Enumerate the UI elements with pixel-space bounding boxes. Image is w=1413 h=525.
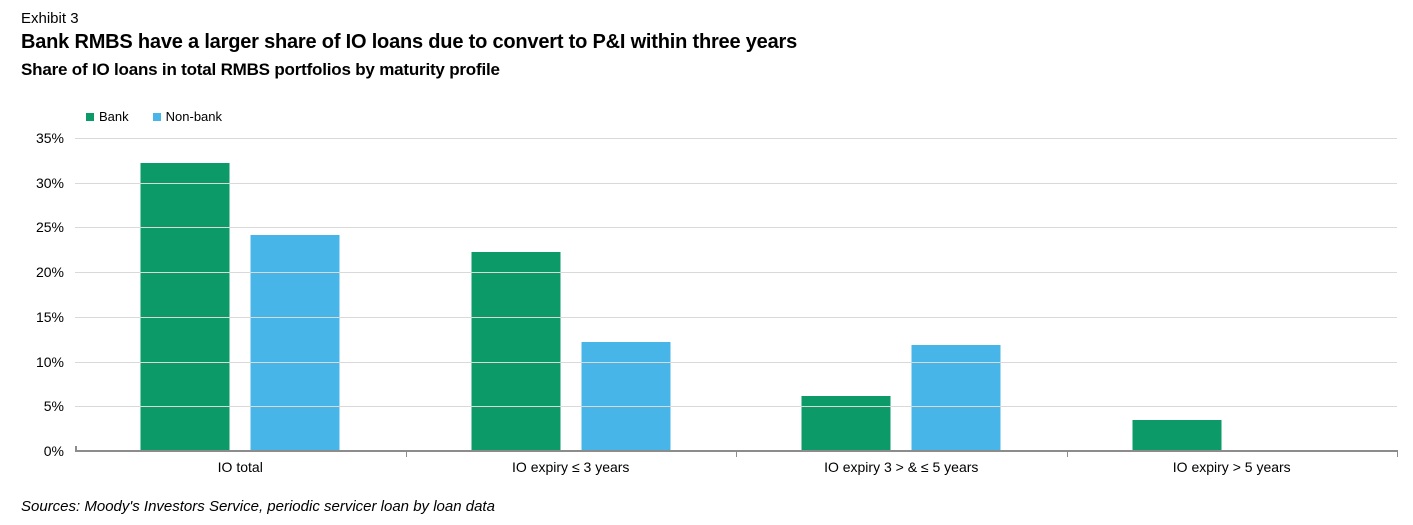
y-axis-tick-label: 5%: [43, 398, 64, 415]
chart-title: Bank RMBS have a larger share of IO loan…: [21, 31, 798, 53]
category-group-io-total: [75, 138, 406, 451]
gridline-5pct: [75, 406, 1397, 408]
category-group-io-expiry-5-years: [1067, 138, 1398, 451]
x-axis-label-io-expiry-3-years: IO expiry ≤ 3 years: [512, 459, 630, 475]
gridline-15pct: [75, 316, 1397, 318]
y-axis-tick-label: 0%: [43, 443, 64, 459]
legend-label-bank: Bank: [99, 109, 129, 124]
x-axis-line: [75, 450, 1398, 452]
x-axis-label-io-expiry-5-years: IO expiry > 5 years: [1172, 459, 1291, 475]
legend-swatch-bank: [86, 112, 94, 121]
y-axis-tick-label: 10%: [35, 353, 64, 370]
x-axis-tick: [736, 452, 737, 457]
category-group-io-expiry-3-years: [406, 138, 737, 451]
bar-pair: [801, 344, 1001, 451]
bar-pair: [1132, 419, 1331, 451]
bar-groups: [75, 138, 1397, 451]
y-axis-tick-label: 25%: [35, 219, 64, 236]
gridline-20pct: [75, 272, 1397, 274]
x-axis-tick: [1397, 452, 1398, 457]
bar-non-bank-io-expiry-3-years: [581, 341, 671, 451]
plot-area: [75, 138, 1397, 451]
gridline-35pct: [75, 138, 1397, 139]
bar-bank-io-total: [140, 163, 230, 451]
gridline-30pct: [75, 182, 1397, 184]
gridline-25pct: [75, 227, 1397, 229]
legend-item-bank: Bank: [86, 109, 129, 124]
x-axis-tick: [405, 452, 407, 457]
bar-bank-io-expiry-5-years: [1132, 419, 1222, 451]
x-axis-label-io-total: IO total: [217, 459, 263, 475]
chart-subtitle: Share of IO loans in total RMBS portfoli…: [21, 60, 500, 79]
legend-item-non-bank: Non-bank: [152, 109, 223, 124]
exhibit-number: Exhibit 3: [21, 10, 79, 27]
y-axis-tick-label: 35%: [35, 130, 64, 146]
y-axis-tick-label: 30%: [35, 174, 64, 191]
legend-label-non-bank: Non-bank: [165, 109, 223, 124]
y-axis-tick-label: 20%: [35, 264, 64, 281]
bar-pair: [140, 163, 340, 451]
chart-legend: Bank Non-bank: [86, 109, 222, 124]
y-axis-tick-label: 15%: [35, 308, 64, 325]
bar-bank-io-expiry-3-5-years: [801, 395, 891, 451]
x-axis-label-io-expiry-3-5-years: IO expiry 3 > & ≤ 5 years: [824, 459, 979, 475]
bar-chart: 0% 5% 10% 15% 20% 25% 30% 35% IO total IO expiry …: [0, 130, 1413, 483]
gridline-10pct: [75, 361, 1397, 363]
x-axis-start-stub: [75, 446, 77, 451]
category-group-io-expiry-3-5-years: [736, 138, 1067, 451]
legend-swatch-non-bank: [152, 112, 161, 121]
x-axis-tick: [1066, 452, 1068, 457]
bar-pair: [471, 252, 671, 451]
bar-bank-io-expiry-3-years: [471, 252, 561, 451]
source-note: Sources: Moody's Investors Service, peri…: [21, 498, 495, 515]
bar-non-bank-io-expiry-3-5-years: [911, 344, 1001, 451]
bar-non-bank-io-total: [250, 235, 340, 451]
